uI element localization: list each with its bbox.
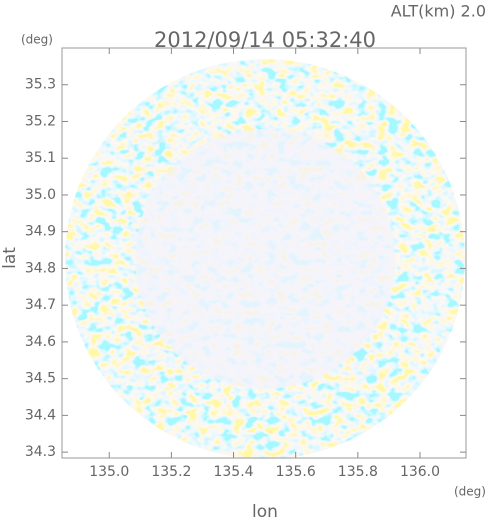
- y-tick-label: 35.2: [25, 113, 56, 129]
- x-tick-label: 135.6: [276, 464, 316, 480]
- y-tick-label: 34.5: [25, 371, 56, 387]
- y-tick-label: 34.9: [25, 224, 56, 240]
- x-unit: (deg): [454, 485, 486, 499]
- x-tick-label: 135.0: [89, 464, 129, 480]
- y-tick-label: 34.3: [25, 444, 56, 460]
- y-axis-label: lat: [0, 247, 20, 269]
- y-tick-label: 35.1: [25, 150, 56, 166]
- altitude-label: ALT(km) 2.0: [391, 2, 486, 21]
- plot-frame: [61, 47, 467, 459]
- y-tick-label: 34.6: [25, 334, 56, 350]
- chart-title: 2012/09/14 05:32:40: [154, 28, 376, 52]
- y-tick-label: 35.3: [25, 77, 56, 93]
- x-tick-label: 135.4: [213, 464, 253, 480]
- radar-field: [65, 59, 465, 459]
- y-tick-label: 34.8: [25, 260, 56, 276]
- x-tick-label: 135.8: [338, 464, 378, 480]
- y-unit: (deg): [21, 33, 53, 47]
- x-axis-label: lon: [252, 502, 278, 521]
- y-tick-label: 34.4: [25, 407, 56, 423]
- x-tick-label: 135.2: [151, 464, 191, 480]
- x-tick-label: 136.0: [400, 464, 440, 480]
- y-tick-label: 35.0: [25, 187, 56, 203]
- y-tick-label: 34.7: [25, 297, 56, 313]
